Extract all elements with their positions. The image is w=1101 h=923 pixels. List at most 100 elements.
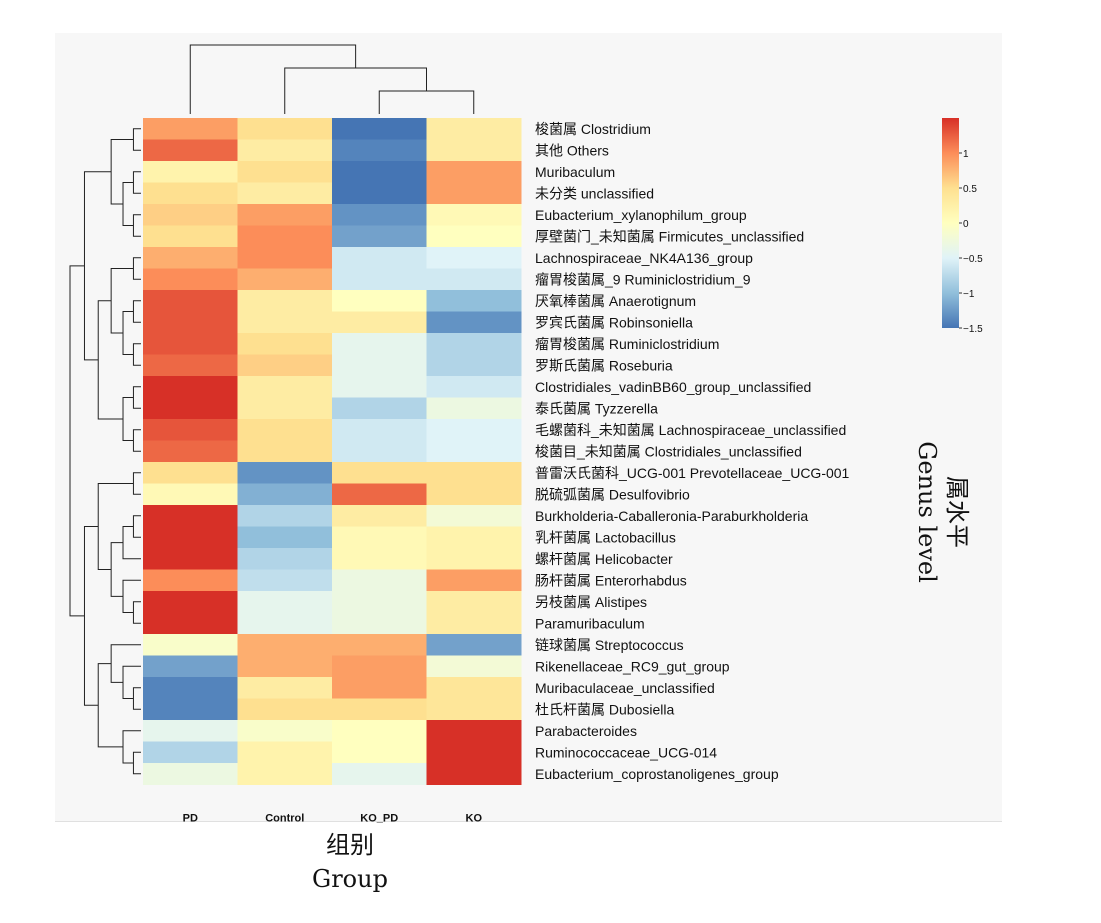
heatmap-cell <box>237 591 333 613</box>
heatmap-cell <box>237 354 333 377</box>
heatmap-cell <box>143 483 238 506</box>
row-label: 未分类 unclassified <box>535 185 654 201</box>
heatmap-cell <box>237 204 333 226</box>
heatmap-cell <box>237 462 333 484</box>
dendrogram-branch <box>378 90 475 114</box>
row-label: Ruminococcaceae_UCG-014 <box>535 744 717 760</box>
heatmap-cell <box>332 354 427 377</box>
legend-tick-label: 0 <box>963 219 969 230</box>
row-label: Eubacterium_xylanophilum_group <box>535 207 747 223</box>
column-dendrogram <box>189 44 475 114</box>
heatmap-cell <box>143 419 238 441</box>
dendrogram-branch <box>122 526 141 560</box>
heatmap-cell <box>143 397 238 420</box>
heatmap-cell <box>143 204 238 226</box>
dendrogram-branch <box>122 665 141 699</box>
row-label: 螺杆菌属 Helicobacter <box>535 551 673 567</box>
heatmap-cell <box>332 548 427 570</box>
row-label: 链球菌属 Streptococcus <box>535 637 684 653</box>
legend-tick-label: −1.5 <box>963 324 983 335</box>
dendrogram-branch <box>132 171 141 194</box>
row-label: 瘤胃梭菌属 Ruminiclostridium <box>535 336 719 352</box>
dendrogram-branch <box>132 601 141 624</box>
heatmap-cell <box>426 118 522 140</box>
dendrogram-branch <box>132 515 141 538</box>
heatmap-cell <box>143 548 238 570</box>
dendrogram-branch <box>122 730 141 764</box>
heatmap-cell <box>332 462 427 484</box>
legend-color-bar <box>942 118 959 328</box>
heatmap-cell <box>426 139 522 162</box>
heatmap-cell <box>332 505 427 527</box>
dendrogram-branch <box>189 44 357 114</box>
x-axis-title: 组别 Group <box>290 828 410 896</box>
heatmap-cell <box>237 655 333 678</box>
heatmap-cell <box>237 333 333 355</box>
row-label: 普雷沃氏菌科_UCG-001 Prevotellaceae_UCG-001 <box>535 465 850 481</box>
heatmap-cell <box>143 698 238 721</box>
heatmap-cell <box>143 225 238 248</box>
heatmap-cell <box>426 591 522 613</box>
row-label: 脱硫弧菌属 Desulfovibrio <box>535 486 690 502</box>
heatmap-cell <box>426 677 522 699</box>
heatmap-cell <box>332 763 427 785</box>
legend-tick-label: 0.5 <box>963 184 977 195</box>
heatmap-cell <box>426 225 522 248</box>
row-label: Lachnospiraceae_NK4A136_group <box>535 250 753 266</box>
heatmap-cell <box>143 612 238 635</box>
heatmap-cell <box>143 376 238 398</box>
dendrogram-branch <box>132 300 141 323</box>
heatmap-cell <box>237 290 333 312</box>
dendrogram-branch <box>97 663 124 748</box>
y-axis-title: 属水平 Genus level <box>912 372 972 652</box>
heatmap-cell <box>426 333 522 355</box>
column-label: Control <box>265 813 304 825</box>
heatmap-cell <box>237 440 333 463</box>
heatmap-cell <box>237 612 333 635</box>
heatmap-cell <box>426 247 522 269</box>
column-label: PD <box>183 813 198 825</box>
row-label: 杜氏杆菌属 Dubosiella <box>535 701 674 717</box>
row-label: Burkholderia-Caballeronia-Paraburkholder… <box>535 508 808 524</box>
row-label: 罗宾氏菌属 Robinsoniella <box>535 314 693 330</box>
heatmap-cell <box>332 741 427 764</box>
dendrogram-branch <box>97 300 124 420</box>
heatmap-cell <box>237 505 333 527</box>
heatmap-cell <box>332 118 427 140</box>
legend-tick-label: −1 <box>963 289 975 300</box>
heatmap-cell <box>143 763 238 785</box>
row-label: Eubacterium_coprostanoligenes_group <box>535 766 779 782</box>
heatmap-cell <box>332 419 427 441</box>
dendrogram-branch <box>132 128 141 151</box>
heatmap-cell <box>237 139 333 162</box>
dendrogram-branch <box>110 139 134 205</box>
row-label: Paramuribaculum <box>535 615 645 631</box>
dendrogram-branch <box>122 182 134 226</box>
heatmap-cell <box>332 333 427 355</box>
heatmap-cell <box>332 311 427 334</box>
heatmap-cell <box>426 440 522 463</box>
dendrogram-branch <box>110 542 124 597</box>
heatmap-cell <box>143 634 238 656</box>
heatmap-cell <box>143 526 238 549</box>
dendrogram-branch <box>110 644 141 683</box>
heatmap-cell <box>143 139 238 162</box>
heatmap-cell <box>237 376 333 398</box>
heatmap-cell <box>426 741 522 764</box>
heatmap-cell <box>143 182 238 205</box>
heatmap-cell <box>426 354 522 377</box>
heatmap-cell <box>426 569 522 592</box>
heatmap-cell <box>237 763 333 785</box>
heatmap-cell <box>237 268 333 291</box>
heatmap-cell <box>237 419 333 441</box>
row-label: 瘤胃梭菌属_9 Ruminiclostridium_9 <box>535 271 751 287</box>
heatmap-cell <box>426 655 522 678</box>
dendrogram-branch <box>132 386 141 409</box>
row-label: 厌氧棒菌属 Anaerotignum <box>535 293 696 309</box>
heatmap-cell <box>237 698 333 721</box>
heatmap-cell <box>332 655 427 678</box>
row-label: Muribaculum <box>535 164 615 180</box>
heatmap-cell <box>426 483 522 506</box>
heatmap-cell <box>143 569 238 592</box>
